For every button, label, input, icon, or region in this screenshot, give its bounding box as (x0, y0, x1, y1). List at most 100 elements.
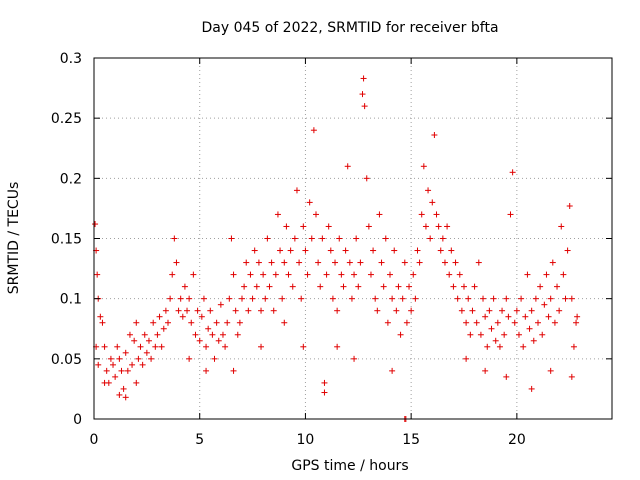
data-point (482, 367, 489, 374)
y-tick-label: 0.1 (60, 292, 82, 308)
data-point (570, 343, 577, 350)
data-point (245, 307, 252, 314)
data-point (145, 337, 152, 344)
x-tick-label: 0 (90, 432, 99, 448)
data-point (110, 361, 117, 368)
data-point (520, 343, 527, 350)
data-point (566, 203, 573, 210)
data-point (148, 355, 155, 362)
data-point (573, 319, 580, 326)
data-point (469, 307, 476, 314)
data-point (490, 295, 497, 302)
data-point (370, 247, 377, 254)
data-point (321, 389, 328, 396)
data-point (414, 247, 421, 254)
data-point (505, 313, 512, 320)
data-point (518, 295, 525, 302)
data-point (156, 313, 163, 320)
data-point (391, 247, 398, 254)
x-axis-label: GPS time / hours (291, 458, 408, 474)
data-point (397, 331, 404, 338)
data-point (450, 283, 457, 290)
data-point (291, 235, 298, 242)
y-tick-label: 0.15 (51, 232, 82, 248)
data-point (251, 247, 258, 254)
data-point (549, 259, 556, 266)
data-point (186, 355, 193, 362)
data-point (315, 259, 322, 266)
data-point (133, 319, 140, 326)
data-point (270, 307, 277, 314)
data-point (158, 343, 165, 350)
data-point (279, 295, 286, 302)
data-point (196, 337, 203, 344)
data-point (406, 283, 413, 290)
data-point (558, 223, 565, 230)
data-point (378, 259, 385, 266)
data-point (296, 259, 303, 266)
data-point (293, 187, 300, 194)
data-point (338, 271, 345, 278)
data-point (103, 367, 110, 374)
data-point (298, 295, 305, 302)
data-point (283, 223, 290, 230)
data-point (543, 271, 550, 278)
data-point (365, 223, 372, 230)
data-point (255, 259, 262, 266)
data-point (92, 221, 99, 228)
data-point (412, 295, 419, 302)
data-point (209, 331, 216, 338)
x-tick-label: 20 (508, 432, 526, 448)
data-point (484, 343, 491, 350)
data-point (355, 283, 362, 290)
data-point (101, 343, 108, 350)
data-point (568, 373, 575, 380)
data-point (236, 319, 243, 326)
data-point (313, 211, 319, 218)
data-point (272, 271, 279, 278)
data-point (528, 307, 535, 314)
data-point (107, 355, 114, 362)
data-point (304, 271, 311, 278)
data-point (513, 307, 520, 314)
data-point (503, 373, 510, 380)
data-point (431, 132, 438, 139)
data-point (211, 355, 218, 362)
data-point (547, 367, 554, 374)
data-point (188, 319, 195, 326)
data-point (129, 361, 136, 368)
data-point (382, 235, 389, 242)
data-point (162, 307, 169, 314)
data-point (99, 319, 106, 326)
data-point (186, 295, 193, 302)
data-point (258, 343, 265, 350)
data-point (361, 103, 368, 110)
data-point (467, 331, 474, 338)
data-point (545, 313, 552, 320)
data-point (348, 295, 355, 302)
data-point (454, 295, 461, 302)
data-point (503, 295, 510, 302)
data-point (213, 319, 220, 326)
data-point (327, 247, 334, 254)
data-point (230, 271, 237, 278)
data-point (116, 391, 123, 398)
data-point (551, 319, 558, 326)
data-point (285, 271, 292, 278)
data-point (528, 385, 535, 392)
data-point (143, 349, 150, 356)
data-point (179, 313, 186, 320)
data-point (300, 343, 307, 350)
data-point (524, 271, 531, 278)
data-point (452, 259, 459, 266)
data-point (230, 367, 237, 374)
data-point (530, 337, 537, 344)
data-point (325, 223, 332, 230)
y-tick-label: 0.3 (60, 51, 82, 67)
data-point (395, 283, 402, 290)
data-point (243, 259, 250, 266)
data-point (351, 355, 358, 362)
data-point (418, 211, 425, 218)
data-point (133, 379, 140, 386)
data-point (198, 313, 205, 320)
